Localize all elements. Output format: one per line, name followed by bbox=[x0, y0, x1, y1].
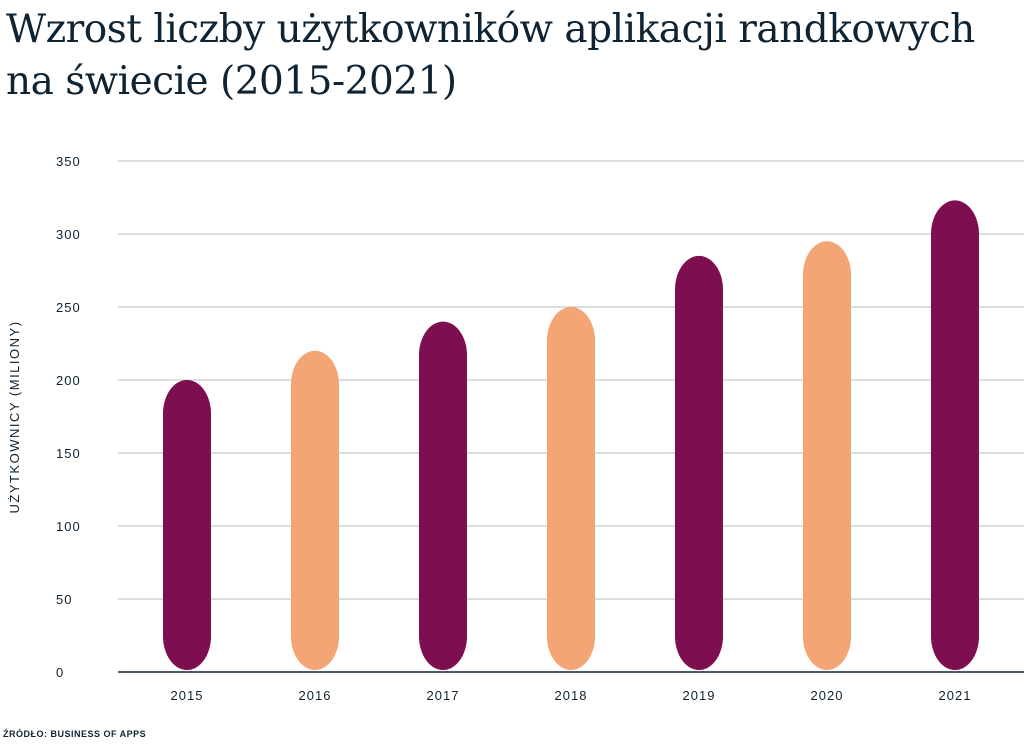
bar-2020 bbox=[803, 241, 851, 671]
y-tick-label: 300 bbox=[56, 227, 81, 242]
y-tick-label: 250 bbox=[56, 300, 81, 315]
y-tick-label: 200 bbox=[56, 373, 81, 388]
bar-2019 bbox=[675, 255, 723, 670]
x-tick-label: 2017 bbox=[427, 688, 460, 703]
x-tick-label: 2016 bbox=[299, 688, 332, 703]
x-tick-label: 2019 bbox=[683, 688, 716, 703]
y-tick-label: 150 bbox=[56, 446, 81, 461]
y-tick-label: 350 bbox=[56, 154, 81, 169]
chart-title: Wzrost liczby użytkowników aplikacji ran… bbox=[6, 7, 975, 104]
bar-2016 bbox=[291, 350, 339, 670]
x-tick-label: 2020 bbox=[811, 688, 844, 703]
y-tick-label: 0 bbox=[56, 665, 64, 680]
bar-2021 bbox=[931, 200, 979, 671]
y-axis-label: UŻYTKOWNICY (MILIONY) bbox=[7, 320, 22, 513]
x-tick-label: 2018 bbox=[555, 688, 588, 703]
bar-2018 bbox=[547, 307, 595, 670]
bar-2017 bbox=[419, 321, 467, 670]
x-tick-label: 2021 bbox=[939, 688, 972, 703]
source-note: ŹRÓDŁO: BUSINESS OF APPS bbox=[3, 729, 147, 739]
bar-2015 bbox=[163, 380, 211, 670]
y-tick-label: 50 bbox=[56, 592, 72, 607]
y-tick-label: 100 bbox=[56, 519, 81, 534]
x-tick-label: 2015 bbox=[171, 688, 204, 703]
